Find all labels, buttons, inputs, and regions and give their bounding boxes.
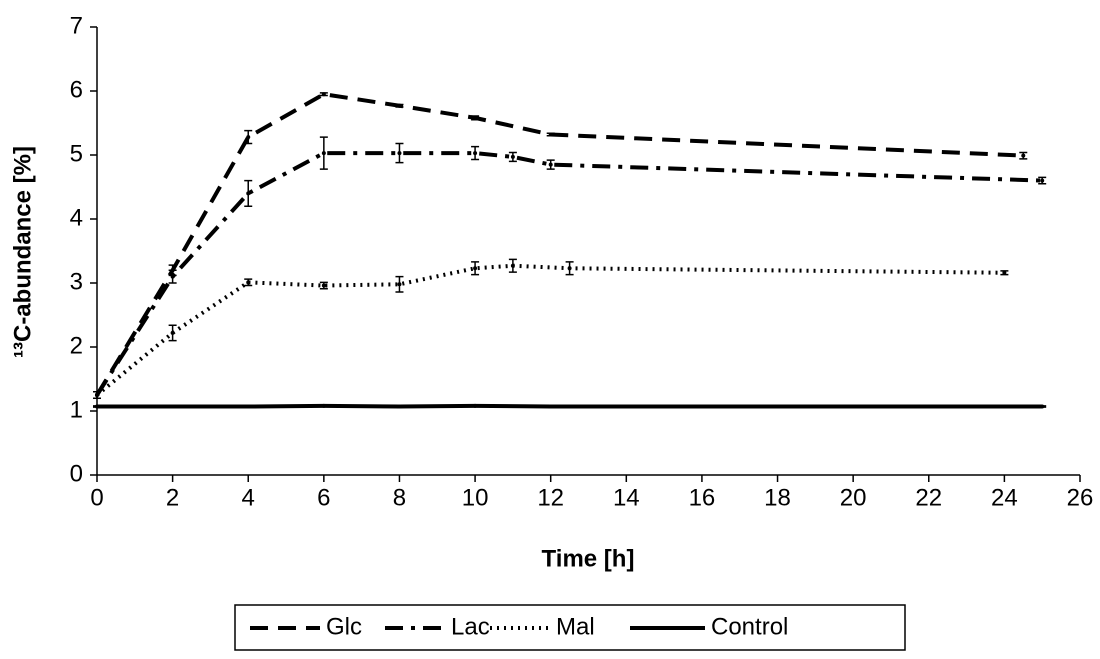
x-tick-label: 14 [613,484,640,511]
y-tick-label: 5 [70,140,83,167]
data-point [95,404,99,409]
data-point [170,274,175,279]
legend-box [234,604,906,651]
data-point [246,191,251,196]
x-tick-label: 18 [764,484,791,511]
x-tick-label: 6 [317,484,330,511]
data-point [473,115,478,120]
data-point [510,263,515,268]
data-point [473,266,478,271]
x-axis-title: Time [h] [542,545,635,572]
legend-label: Mal [556,613,595,640]
x-tick-label: 24 [991,484,1018,511]
data-point [473,403,478,408]
x-tick-label: 10 [462,484,489,511]
x-tick-label: 20 [840,484,867,511]
data-point [246,404,251,409]
data-point [397,151,402,156]
y-tick-label: 6 [70,76,83,103]
x-tick-label: 12 [537,484,564,511]
y-tick-label: 7 [70,12,83,39]
data-point [397,282,402,287]
data-point [397,404,402,409]
data-point [1002,270,1007,275]
legend-label: Lac [451,613,490,640]
series-line [97,403,1043,409]
data-point [510,154,515,159]
y-tick-label: 2 [70,332,83,359]
y-tick-label: 3 [70,268,83,295]
y-tick-label: 1 [70,396,83,423]
y-axis-title: ¹³C-abundance [%] [9,146,36,358]
data-point [170,330,175,335]
x-tick-label: 16 [689,484,716,511]
y-tick-label: 0 [70,460,83,487]
data-point [473,151,478,156]
data-point [321,151,326,156]
legend-label: Glc [326,613,362,640]
data-point [548,132,553,137]
x-tick-label: 2 [166,484,179,511]
data-point [567,266,572,271]
data-point [1040,404,1045,409]
data-point [321,283,326,288]
data-point [548,162,553,167]
legend-label: Control [711,613,788,640]
data-point [95,393,99,397]
data-point [1040,178,1045,183]
x-tick-label: 4 [242,484,255,511]
data-point [246,135,251,140]
data-point [321,403,326,408]
x-tick-label: 26 [1067,484,1094,511]
y-tick-label: 4 [70,204,83,231]
x-tick-label: 0 [90,484,103,511]
data-point [1021,153,1026,158]
data-point [548,404,553,409]
x-tick-label: 8 [393,484,406,511]
data-point [321,92,326,97]
data-point [397,103,402,108]
x-tick-label: 22 [915,484,942,511]
series-line [95,263,1005,397]
data-point [246,280,251,285]
series-line [95,92,1024,397]
data-point [170,404,175,409]
